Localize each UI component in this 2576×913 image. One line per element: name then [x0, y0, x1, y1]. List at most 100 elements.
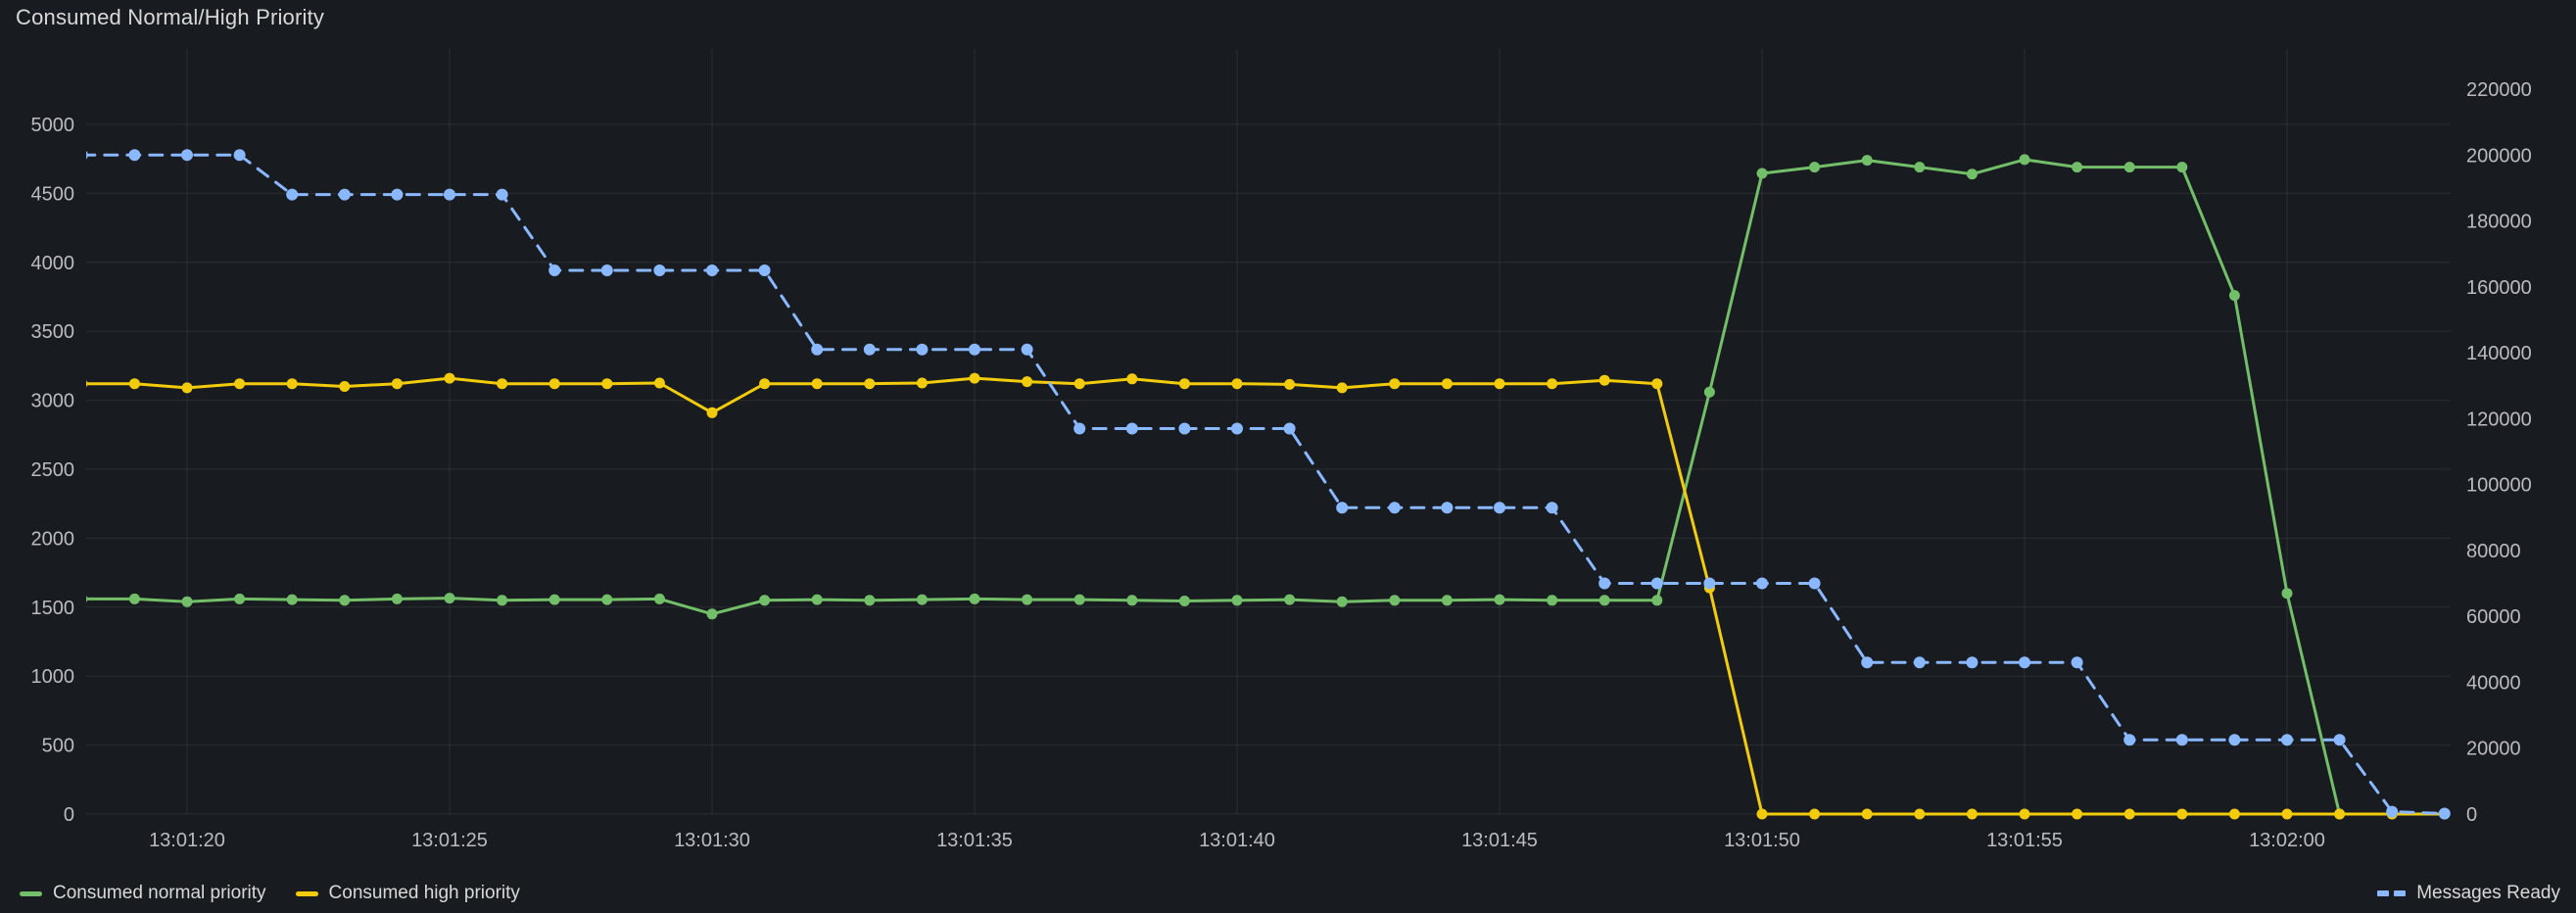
data-point-consumed-normal-priority [1178, 596, 1190, 606]
data-point-consumed-high-priority [759, 378, 771, 390]
y-axis-left-tick: 2500 [31, 459, 75, 481]
data-point-consumed-normal-priority [444, 593, 455, 604]
y-axis-left-tick: 3500 [31, 321, 75, 343]
legend-right-group: Messages Ready [2377, 883, 2560, 904]
y-axis-right-labels: 0 20000 40000 60000 80000 100000 120000 140000 1… [2466, 79, 2532, 826]
x-axis-tick: 13:01:30 [674, 830, 750, 851]
data-point-consumed-high-priority [864, 378, 876, 390]
x-axis-tick: 13:01:20 [149, 830, 225, 851]
data-point-messages-ready [758, 264, 771, 276]
data-point-consumed-high-priority [1914, 808, 1926, 820]
legend-left-group: Consumed normal priority Consumed high pr… [20, 883, 520, 904]
data-point-consumed-normal-priority [1809, 162, 1821, 173]
data-point-messages-ready [233, 149, 246, 162]
data-point-messages-ready [916, 343, 929, 356]
y-axis-left-tick: 2000 [31, 528, 75, 550]
y-axis-right-tick: 40000 [2466, 672, 2521, 694]
data-point-consumed-normal-priority [916, 594, 928, 605]
y-axis-right-tick: 140000 [2466, 343, 2532, 364]
data-point-messages-ready [1231, 422, 1243, 435]
data-point-consumed-normal-priority [497, 595, 508, 606]
data-point-consumed-high-priority [1809, 808, 1821, 820]
data-point-consumed-high-priority [339, 381, 351, 392]
data-point-consumed-high-priority [1284, 378, 1296, 390]
legend-item-label: Consumed high priority [328, 883, 520, 903]
series-messages-ready [86, 149, 2451, 820]
data-point-consumed-normal-priority [1703, 386, 1715, 398]
legend-item-consumed-high-priority[interactable]: Consumed high priority [295, 883, 520, 904]
legend-item-label: Messages Ready [2416, 883, 2560, 903]
data-point-consumed-high-priority [234, 378, 246, 390]
data-point-messages-ready [653, 264, 666, 276]
data-point-messages-ready [181, 149, 193, 162]
x-axis-tick: 13:01:50 [1724, 830, 1800, 851]
data-point-consumed-normal-priority [1861, 155, 1873, 167]
data-point-messages-ready [2438, 807, 2451, 820]
data-point-consumed-normal-priority [1441, 595, 1453, 606]
data-point-consumed-high-priority [969, 372, 980, 384]
data-point-messages-ready [1021, 343, 1033, 356]
data-point-consumed-high-priority [2019, 808, 2030, 820]
data-point-messages-ready [969, 343, 980, 356]
series-color-swatch-icon [20, 890, 42, 896]
x-axis-tick: 13:02:00 [2249, 830, 2325, 851]
data-point-consumed-high-priority [1756, 808, 1768, 820]
data-point-consumed-high-priority [1598, 374, 1610, 386]
series-color-swatch-icon [295, 890, 318, 896]
data-point-consumed-high-priority [1073, 378, 1085, 390]
data-point-messages-ready [1966, 656, 1979, 669]
data-point-consumed-normal-priority [811, 594, 823, 605]
data-point-consumed-normal-priority [1336, 596, 1348, 607]
data-point-consumed-high-priority [1441, 378, 1453, 390]
y-axis-right-tick: 60000 [2466, 606, 2521, 628]
data-point-messages-ready [86, 151, 88, 160]
data-point-consumed-high-priority [2072, 808, 2083, 820]
data-point-messages-ready [1388, 502, 1401, 514]
legend-item-consumed-normal-priority[interactable]: Consumed normal priority [20, 883, 266, 904]
data-point-consumed-high-priority [1126, 373, 1138, 385]
x-axis-tick: 13:01:45 [1461, 830, 1538, 851]
y-axis-right-tick: 160000 [2466, 277, 2532, 299]
data-point-consumed-high-priority [1861, 808, 1873, 820]
y-axis-right-tick: 80000 [2466, 541, 2521, 562]
legend-item-messages-ready[interactable]: Messages Ready [2377, 883, 2560, 904]
series-consumed-high-priority [86, 372, 2451, 820]
data-point-consumed-high-priority [1022, 376, 1033, 388]
data-point-consumed-normal-priority [759, 595, 771, 606]
data-point-consumed-normal-priority [2019, 154, 2030, 166]
data-point-messages-ready [1125, 422, 1138, 435]
data-point-messages-ready [1756, 577, 1768, 590]
data-point-consumed-high-priority [811, 378, 823, 390]
data-point-consumed-normal-priority [1284, 594, 1296, 605]
data-point-messages-ready [706, 264, 718, 276]
data-point-consumed-normal-priority [1126, 595, 1138, 606]
data-point-consumed-high-priority [128, 378, 140, 390]
series-line-consumed-normal-priority [86, 158, 2342, 816]
data-point-consumed-normal-priority [339, 595, 351, 606]
data-point-consumed-normal-priority [86, 595, 88, 602]
data-point-messages-ready [2228, 734, 2241, 746]
data-point-consumed-normal-priority [1231, 595, 1243, 606]
data-point-consumed-high-priority [2334, 808, 2346, 820]
data-point-consumed-high-priority [497, 378, 508, 390]
y-axis-left-tick: 0 [64, 804, 74, 826]
x-axis-tick: 13:01:40 [1199, 830, 1275, 851]
data-point-consumed-high-priority [2123, 808, 2135, 820]
data-point-consumed-high-priority [1966, 808, 1978, 820]
data-point-consumed-high-priority [86, 380, 88, 388]
data-point-consumed-high-priority [391, 378, 403, 390]
data-point-consumed-normal-priority [2123, 162, 2135, 173]
data-point-consumed-normal-priority [1914, 162, 1926, 173]
data-point-messages-ready [1546, 502, 1558, 514]
plot-area[interactable] [86, 49, 2451, 814]
data-point-messages-ready [1441, 502, 1454, 514]
data-point-consumed-high-priority [1231, 378, 1243, 390]
data-point-consumed-normal-priority [1494, 594, 1505, 605]
data-point-consumed-normal-priority [2228, 290, 2240, 302]
data-point-consumed-high-priority [181, 382, 193, 394]
y-axis-left-labels: 0 500 1000 1500 2000 2500 3000 3500 4000 4500 5000 [31, 115, 75, 826]
data-point-consumed-high-priority [286, 378, 298, 390]
data-point-messages-ready [496, 188, 508, 201]
